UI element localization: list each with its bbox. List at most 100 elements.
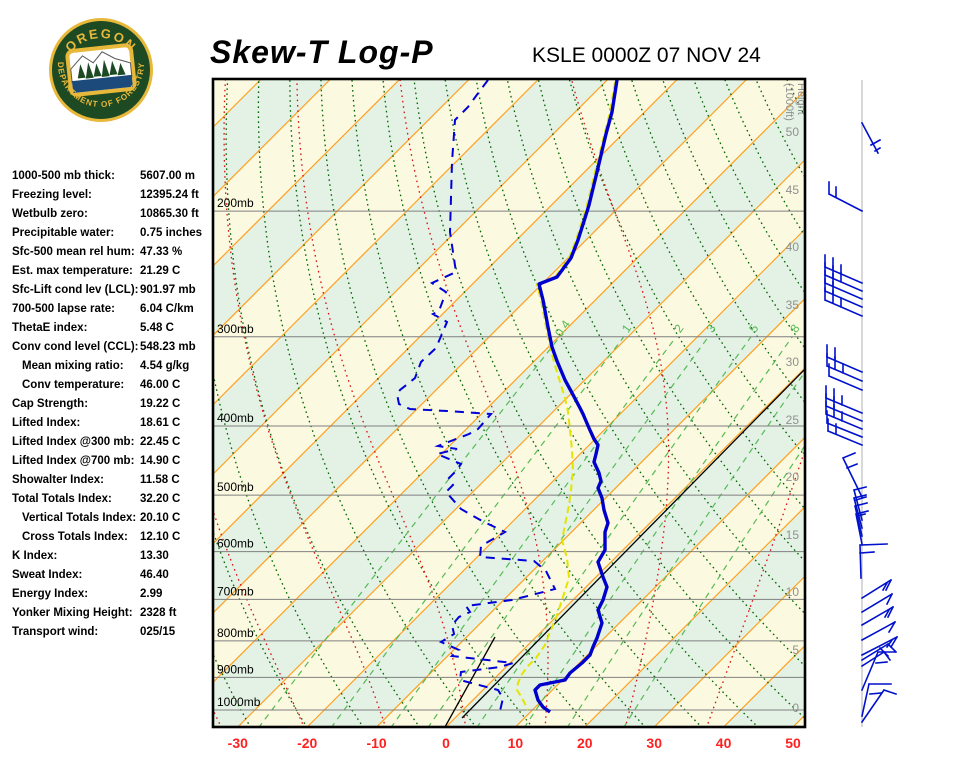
index-value: 13.30 <box>140 550 169 562</box>
moist-adiabat <box>570 79 670 727</box>
isotherm-line <box>213 89 805 684</box>
page-title: Skew-T Log-P <box>210 34 434 70</box>
isotherm-line <box>445 367 805 727</box>
wind-barb <box>860 592 894 614</box>
index-row: Energy Index: 2.99 <box>12 586 212 605</box>
index-row: Lifted Index @300 mb: 22.45 C <box>12 434 212 453</box>
chart-plot-area: 0.4 1 2 3 5 8 <box>0 59 960 729</box>
wind-barb <box>824 385 864 415</box>
pressure-label: 900mb <box>217 662 254 676</box>
height-tick-label: 50 <box>786 125 800 139</box>
pressure-label: 800mb <box>217 626 254 640</box>
isotherm-line <box>376 297 805 727</box>
temp-tick-label: 10 <box>508 735 524 751</box>
dry-adiabat <box>941 77 960 728</box>
height-tick-label: 40 <box>786 240 800 254</box>
temp-tick-label: 20 <box>577 735 593 751</box>
mixing-ratio-line <box>476 336 752 727</box>
index-label: K Index: <box>12 550 58 562</box>
temp-tick-label: 40 <box>716 735 732 751</box>
index-label: Yonker Mixing Height: <box>12 607 133 619</box>
index-value: 12395.24 ft <box>140 189 199 201</box>
wind-barb <box>827 181 864 213</box>
index-label: Lifted Index @700 mb: <box>12 455 135 467</box>
index-value: 4.54 g/kg <box>140 360 190 372</box>
isotherm-line <box>213 79 470 337</box>
index-row: Total Totals Index: 32.20 C <box>12 491 212 510</box>
wind-barb <box>824 401 864 431</box>
mixing-ratio-line <box>566 370 805 727</box>
index-label: Cross Totals Index: <box>22 531 128 543</box>
index-row: Sweat Index: 46.40 <box>12 567 212 586</box>
index-value: 6.04 C/km <box>140 303 194 315</box>
index-label: Mean mixing ratio: <box>22 360 124 372</box>
index-label: Showalter Index: <box>12 474 105 486</box>
mixing-ratio-line <box>524 336 793 727</box>
wind-barb <box>860 635 899 657</box>
isotherm-band <box>862 79 960 727</box>
temp-tick-label: -20 <box>297 735 317 751</box>
isotherm-line <box>653 575 805 727</box>
wind-barb <box>854 502 868 537</box>
temp-tick-label: 50 <box>785 735 801 751</box>
index-row: Lifted Index @700 mb: 14.90 C <box>12 453 212 472</box>
wind-barb <box>825 353 864 383</box>
wind-barb <box>860 605 895 627</box>
wind-barb <box>860 688 898 724</box>
height-tick-label: 35 <box>786 298 800 312</box>
index-label: Sfc-Lift cond lev (LCL): <box>12 284 139 296</box>
height-tick-label: 15 <box>786 528 800 542</box>
height-tick-label: 5 <box>792 643 799 657</box>
height-tick-label: 25 <box>786 413 800 427</box>
height-tick-label: 0 <box>792 701 799 715</box>
height-axis-label-unit: (1000ft) <box>783 83 795 121</box>
index-row: Showalter Index: 11.58 C <box>12 472 212 491</box>
index-value: 22.45 C <box>140 436 181 448</box>
pressure-label: 600mb <box>217 537 254 551</box>
isotherm-line <box>213 79 401 267</box>
moist-adiabat <box>47 59 138 729</box>
index-label: Freezing level: <box>12 189 92 201</box>
isotherm-line <box>213 79 748 614</box>
index-label: Total Totals Index: <box>12 493 112 505</box>
dry-adiabat <box>86 77 194 728</box>
pressure-label: 400mb <box>217 411 254 425</box>
index-value: 2328 ft <box>140 607 177 619</box>
wind-barb <box>825 410 864 439</box>
dry-adiabat <box>848 77 960 728</box>
wind-barb <box>859 543 888 579</box>
isotherm-line <box>213 79 332 198</box>
index-row: ThetaE index: 5.48 C <box>12 320 212 339</box>
index-row: Freezing level: 12395.24 ft <box>12 187 212 206</box>
wind-barb <box>860 121 882 155</box>
index-label: Sfc-500 mean rel hum: <box>12 246 135 258</box>
wind-barb <box>827 363 864 392</box>
temp-tick-label: 30 <box>646 735 662 751</box>
pressure-label: 1000mb <box>217 695 261 709</box>
index-row: Cross Totals Index: 12.10 C <box>12 529 212 548</box>
index-value: 46.00 C <box>140 379 181 391</box>
temp-tick-label: -10 <box>366 735 386 751</box>
mixing-ratio-line <box>258 336 561 727</box>
index-value: 18.61 C <box>140 417 181 429</box>
index-value: 5.48 C <box>140 322 174 334</box>
wind-barb <box>860 620 897 642</box>
index-row: Vertical Totals Index: 20.10 C <box>12 510 212 529</box>
index-value: 46.40 <box>140 569 169 581</box>
dry-adiabat <box>910 77 960 728</box>
dry-adiabat <box>785 79 805 118</box>
index-row: Yonker Mixing Height: 2328 ft <box>12 605 212 624</box>
isotherm-band <box>0 79 192 727</box>
index-label: Lifted Index @300 mb: <box>12 436 135 448</box>
wind-barb <box>860 578 893 600</box>
temp-tick-label: 0 <box>442 735 450 751</box>
pressure-label: 300mb <box>217 322 254 336</box>
moist-adiabat <box>213 708 222 727</box>
index-row: Cap Strength: 19.22 C <box>12 396 212 415</box>
index-label: Conv cond level (CCL): <box>12 341 139 353</box>
index-value: 548.23 mb <box>140 341 196 353</box>
isotherm-line <box>213 79 609 476</box>
logo-emblem <box>65 43 137 97</box>
